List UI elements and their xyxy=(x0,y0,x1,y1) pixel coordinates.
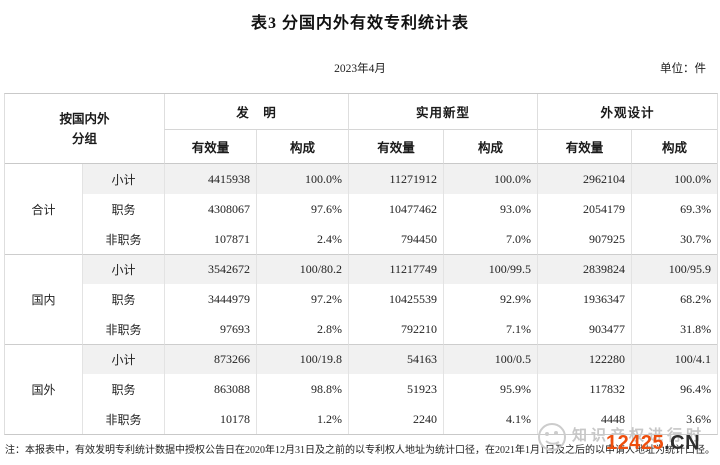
table-row: 非职务 10178 1.2% 2240 4.1% 4448 3.6% xyxy=(5,404,717,434)
statistics-table: 按国内外 分组 发 明 实用新型 外观设计 有效量 构成 有效量 构成 有效量 … xyxy=(4,93,719,435)
table-row: 职务 863088 98.8% 51923 95.9% 117832 96.4% xyxy=(5,374,717,404)
value-cell: 100.0% xyxy=(256,164,349,194)
col-design-share: 构成 xyxy=(631,130,718,164)
value-cell: 97.6% xyxy=(256,194,348,224)
value-cell: 1936347 xyxy=(537,284,631,314)
col-group-design: 外观设计 xyxy=(537,94,718,130)
value-cell: 2.4% xyxy=(256,224,348,254)
row-sub-label: 非职务 xyxy=(82,404,164,434)
unit-label: 单位：件 xyxy=(660,63,706,75)
table-row: 非职务 107871 2.4% 794450 7.0% 907925 30.7% xyxy=(5,224,717,254)
row-sub-label: 非职务 xyxy=(82,224,164,254)
value-cell: 3.6% xyxy=(631,404,717,434)
value-cell: 95.9% xyxy=(443,374,537,404)
value-cell: 2962104 xyxy=(537,164,632,194)
value-cell: 2054179 xyxy=(537,194,631,224)
value-cell: 100/19.8 xyxy=(256,344,349,374)
report-period: 2023年4月 xyxy=(334,63,386,75)
value-cell: 100.0% xyxy=(443,164,538,194)
row-dimension-line2: 分组 xyxy=(72,131,98,146)
row-sub-label: 小计 xyxy=(82,254,165,284)
value-cell: 4.1% xyxy=(443,404,537,434)
value-cell: 7.0% xyxy=(443,224,537,254)
value-cell: 31.8% xyxy=(631,314,717,344)
header-row-measures: 有效量 构成 有效量 构成 有效量 构成 xyxy=(5,130,718,164)
value-cell: 2.8% xyxy=(256,314,348,344)
value-cell: 100/99.5 xyxy=(443,254,538,284)
value-cell: 100.0% xyxy=(631,164,718,194)
value-cell: 100/4.1 xyxy=(631,344,718,374)
row-dimension-line1: 按国内外 xyxy=(59,111,110,126)
value-cell: 117832 xyxy=(537,374,631,404)
col-invention-share: 构成 xyxy=(256,130,349,164)
table-row: 非职务 97693 2.8% 792210 7.1% 903477 31.8% xyxy=(5,314,717,344)
value-cell: 107871 xyxy=(164,224,256,254)
row-group-label-domestic: 国内 xyxy=(5,254,82,344)
value-cell: 10477462 xyxy=(348,194,443,224)
table-row: 职务 4308067 97.6% 10477462 93.0% 2054179 … xyxy=(5,194,717,224)
value-cell: 96.4% xyxy=(631,374,717,404)
value-cell: 100/0.5 xyxy=(443,344,538,374)
value-cell: 7.1% xyxy=(443,314,537,344)
value-cell: 122280 xyxy=(537,344,632,374)
value-cell: 51923 xyxy=(348,374,443,404)
value-cell: 3444979 xyxy=(164,284,256,314)
table-row: 国外 小计 873266 100/19.8 54163 100/0.5 1222… xyxy=(5,344,718,397)
value-cell: 11217749 xyxy=(348,254,444,284)
col-utility-valid: 有效量 xyxy=(348,130,444,164)
value-cell: 11271912 xyxy=(348,164,444,194)
col-group-utility-model: 实用新型 xyxy=(348,94,538,130)
col-invention-valid: 有效量 xyxy=(164,130,257,164)
row-sub-label: 职务 xyxy=(82,284,164,314)
row-group-label-total: 合计 xyxy=(31,202,56,217)
value-cell: 2240 xyxy=(348,404,443,434)
value-cell: 873266 xyxy=(164,344,257,374)
value-cell: 4308067 xyxy=(164,194,256,224)
row-sub-label: 小计 xyxy=(82,164,165,194)
row-sub-label: 非职务 xyxy=(82,314,164,344)
table-row: 职务 3444979 97.2% 10425539 92.9% 1936347 … xyxy=(5,284,717,314)
value-cell: 907925 xyxy=(537,224,631,254)
value-cell: 69.3% xyxy=(631,194,717,224)
value-cell: 93.0% xyxy=(443,194,537,224)
row-sub-label: 职务 xyxy=(82,374,164,404)
value-cell: 3542672 xyxy=(164,254,257,284)
value-cell: 54163 xyxy=(348,344,444,374)
value-cell: 97.2% xyxy=(256,284,348,314)
value-cell: 1.2% xyxy=(256,404,348,434)
value-cell: 98.8% xyxy=(256,374,348,404)
value-cell: 794450 xyxy=(348,224,443,254)
value-cell: 4415938 xyxy=(164,164,257,194)
value-cell: 10178 xyxy=(164,404,256,434)
table-row: 国内 小计 3542672 100/80.2 11217749 100/99.5… xyxy=(5,254,718,307)
value-cell: 97693 xyxy=(164,314,256,344)
value-cell: 92.9% xyxy=(443,284,537,314)
value-cell: 792210 xyxy=(348,314,443,344)
row-dimension-header: 按国内外 分组 xyxy=(5,94,165,164)
value-cell: 100/80.2 xyxy=(256,254,349,284)
meta-row: 2023年4月 单位：件 xyxy=(0,60,720,76)
patent-statistics-table: 按国内外 分组 发 明 实用新型 外观设计 有效量 构成 有效量 构成 有效量 … xyxy=(4,93,719,435)
value-cell: 4448 xyxy=(537,404,631,434)
value-cell: 10425539 xyxy=(348,284,443,314)
value-cell: 903477 xyxy=(537,314,631,344)
row-sub-label: 职务 xyxy=(82,194,164,224)
col-group-invention: 发 明 xyxy=(164,94,349,130)
row-sub-label: 小计 xyxy=(82,344,165,374)
table-row: 合计 小计 4415938 100.0% 11271912 100.0% 296… xyxy=(5,164,718,217)
row-group-label-foreign: 国外 xyxy=(5,344,82,434)
value-cell: 2839824 xyxy=(537,254,632,284)
col-utility-share: 构成 xyxy=(443,130,538,164)
page-title: 表3 分国内外有效专利统计表 xyxy=(250,15,469,32)
header-row-categories: 按国内外 分组 发 明 实用新型 外观设计 xyxy=(5,94,718,164)
value-cell: 100/95.9 xyxy=(631,254,718,284)
value-cell: 863088 xyxy=(164,374,256,404)
value-cell: 30.7% xyxy=(631,224,717,254)
col-design-valid: 有效量 xyxy=(537,130,632,164)
footnote: 注：本报表中，有效发明专利统计数据中授权公告日在2020年12月31日及之前的以… xyxy=(5,445,715,456)
value-cell: 68.2% xyxy=(631,284,717,314)
